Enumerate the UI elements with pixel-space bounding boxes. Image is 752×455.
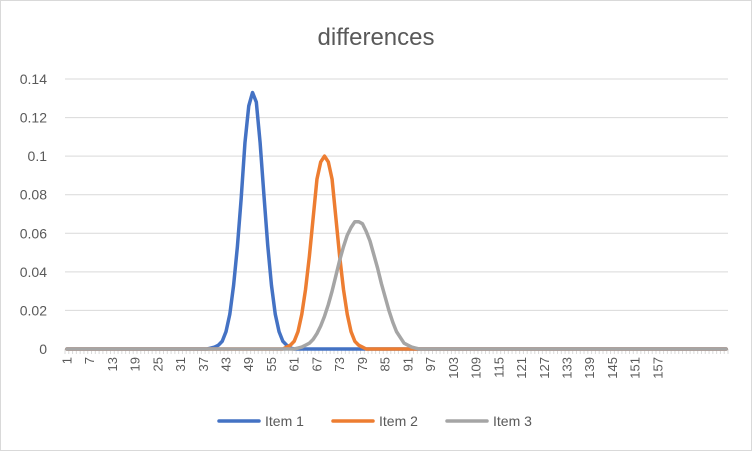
x-tick-label: 43	[219, 357, 234, 371]
x-tick-label: 79	[355, 357, 370, 371]
x-tick-label: 73	[332, 357, 347, 371]
x-tick-label: 49	[241, 357, 256, 371]
x-tick-label: 67	[309, 357, 324, 371]
x-tick-label: 109	[469, 357, 484, 379]
x-tick-label: 1	[59, 357, 74, 364]
y-tick-label: 0.14	[20, 71, 47, 87]
x-tick-label: 151	[628, 357, 643, 379]
x-tick-label: 97	[423, 357, 438, 371]
y-axis-tick-labels: 0 0.02 0.04 0.06 0.08 0.1 0.12 0.14	[20, 71, 47, 357]
legend-label: Item 1	[265, 413, 304, 429]
series-lines	[65, 90, 728, 351]
x-tick-label: 133	[559, 357, 574, 379]
x-tick-label: 157	[650, 357, 665, 379]
x-tick-label: 139	[582, 357, 597, 379]
x-tick-label: 121	[514, 357, 529, 379]
legend-label: Item 3	[493, 413, 532, 429]
y-tick-label: 0.12	[20, 110, 47, 126]
y-tick-label: 0	[39, 341, 47, 357]
x-tick-label: 91	[400, 357, 415, 371]
y-tick-label: 0.06	[20, 225, 47, 241]
x-tick-label: 85	[378, 357, 393, 371]
x-tick-label: 31	[173, 357, 188, 371]
y-tick-label: 0.08	[20, 187, 47, 203]
chart-title: differences	[318, 24, 435, 51]
x-axis-tick-labels: 1 7 13 19 25 31 37 43 49 55 61 67 73 79 85 91 97 103 109 11…	[59, 349, 729, 379]
x-tick-label: 37	[196, 357, 211, 371]
series-line-item-2	[65, 154, 728, 351]
x-tick-label: 61	[287, 357, 302, 371]
gridlines	[65, 78, 728, 350]
x-tick-label: 7	[82, 357, 97, 364]
x-tick-label: 103	[446, 357, 461, 379]
legend-label: Item 2	[379, 413, 418, 429]
y-tick-label: 0.04	[20, 264, 47, 280]
y-tick-label: 0.02	[20, 302, 47, 318]
x-tick-label: 55	[264, 357, 279, 371]
legend: Item 1 Item 2 Item 3	[217, 413, 532, 429]
x-tick-label: 127	[537, 357, 552, 379]
x-tick-label: 115	[491, 357, 506, 378]
x-tick-label: 145	[605, 357, 620, 379]
x-tick-label: 25	[150, 357, 165, 371]
series-line-item-3	[65, 219, 728, 351]
x-tick-label: 19	[128, 357, 143, 371]
x-tick-label: 13	[105, 357, 120, 371]
y-tick-label: 0.1	[28, 148, 48, 164]
